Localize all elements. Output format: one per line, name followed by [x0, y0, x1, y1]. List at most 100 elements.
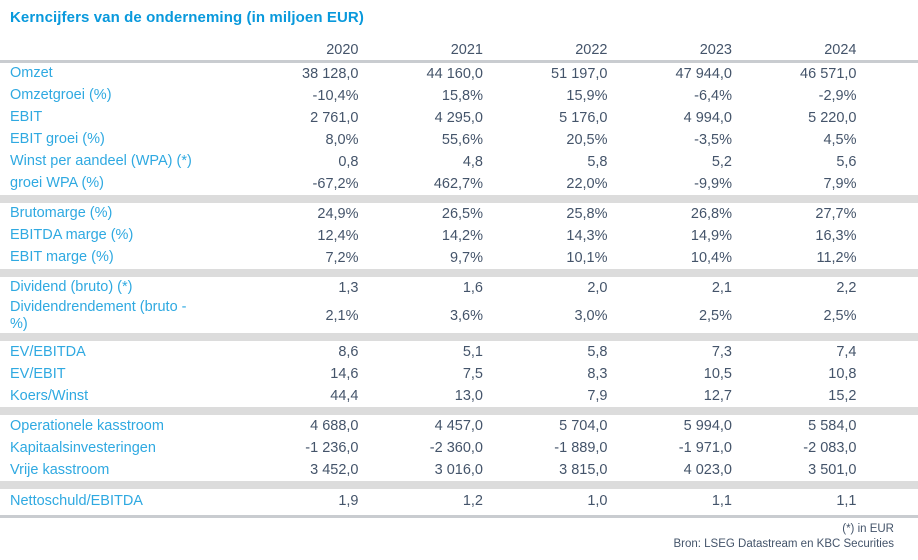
row-value: 55,6%	[441, 132, 483, 148]
year-header-row: 2020 2021 2022 2023 2024	[0, 38, 918, 58]
row-value: 8,3	[587, 366, 608, 383]
row-value: 7,3	[711, 344, 732, 361]
table-row: Winst per aandeel (WPA) (*) 0,8 4,8 5,8 5,2 5…	[0, 151, 918, 173]
row-value: 3 815,0	[559, 462, 608, 479]
row-label: Kapitaalsinvesteringen	[10, 439, 156, 456]
row-value: -6,4%	[694, 88, 732, 104]
row-value: 5,8	[587, 154, 608, 170]
section-separator	[0, 333, 918, 342]
footnote-unit: (*) in EUR	[842, 523, 894, 536]
row-value: -1 889,0	[554, 440, 608, 457]
row-value: 7,4	[836, 344, 857, 361]
table-row: Operationele kasstroom 4 688,0 4 457,0 5 70…	[0, 415, 918, 437]
row-value: -1 971,0	[678, 440, 732, 457]
row-value: 2,1%	[325, 308, 359, 325]
row-value: 3,0%	[574, 308, 608, 325]
row-label: EV/EBITDA	[10, 343, 86, 360]
row-label: EV/EBIT	[10, 365, 66, 382]
section-separator	[0, 481, 918, 490]
row-value: 7,9	[587, 388, 608, 405]
row-label: EBIT groei (%)	[10, 131, 105, 148]
table-row: Dividendrendement (bruto - %) 2,1% 3,6% 3,0…	[0, 299, 918, 333]
section-separator	[0, 195, 918, 203]
row-value: 1,1	[836, 493, 857, 510]
row-value: 5,1	[462, 344, 483, 361]
table-row: Kapitaalsinvesteringen -1 236,0 -2 360,0 -1…	[0, 437, 918, 459]
row-value: 7,2%	[325, 250, 359, 266]
row-value: 15,9%	[566, 88, 608, 104]
row-value: 14,9%	[690, 228, 732, 244]
row-value: 5 584,0	[808, 418, 857, 435]
row-value: 12,7	[703, 388, 732, 405]
row-value: 2 761,0	[310, 110, 359, 126]
row-value: 1,9	[338, 493, 359, 510]
header-rule	[0, 60, 918, 63]
table-row: Koers/Winst 44,4 13,0 7,9 12,7 15,2	[0, 385, 918, 407]
row-value: 14,3%	[566, 228, 608, 244]
row-value: 7,5	[462, 366, 483, 383]
table-row: Vrije kasstroom 3 452,0 3 016,0 3 815,0 4 02…	[0, 459, 918, 481]
row-label: Koers/Winst	[10, 387, 89, 404]
row-value: 12,4%	[317, 228, 359, 244]
year-header: 2022	[575, 42, 608, 58]
row-value: 2,5%	[698, 308, 732, 325]
row-value: 4 295,0	[434, 110, 483, 126]
row-value: 16,3%	[815, 228, 857, 244]
table-row: Brutomarge (%) 24,9% 26,5% 25,8% 26,8% 27,7%	[0, 203, 918, 225]
row-value: 8,0%	[325, 132, 359, 148]
row-value: 1,3	[338, 280, 359, 296]
section-separator	[0, 269, 918, 277]
row-value: -9,9%	[694, 176, 732, 192]
row-label: Winst per aandeel (WPA) (*)	[10, 153, 192, 170]
row-value: -1 236,0	[305, 440, 359, 457]
row-value: 15,2	[828, 388, 857, 405]
row-value: 3 016,0	[434, 462, 483, 479]
row-value: 0,8	[338, 154, 359, 170]
row-value: -2,9%	[818, 88, 857, 104]
row-value: 1,6	[462, 280, 483, 296]
row-value: 4 023,0	[683, 462, 732, 479]
row-label: Dividend (bruto) (*)	[10, 279, 133, 296]
row-value: 20,5%	[566, 132, 608, 148]
section-separator	[0, 407, 918, 416]
row-label: Vrije kasstroom	[10, 461, 110, 478]
row-value: 14,2%	[441, 228, 483, 244]
row-value: 25,8%	[566, 206, 608, 222]
row-value: 46 571,0	[800, 66, 857, 82]
row-value: 24,9%	[317, 206, 359, 222]
row-value: 13,0	[454, 388, 483, 405]
row-value: -67,2%	[312, 176, 359, 192]
table-bottom-rule	[0, 515, 918, 519]
row-value: 44 160,0	[426, 66, 483, 82]
row-value: 14,6	[330, 366, 359, 383]
row-value: 5 704,0	[559, 418, 608, 435]
table-body: Omzet 38 128,0 44 160,0 51 197,0 47 944,0 46 …	[0, 63, 918, 513]
row-value: 2,5%	[823, 308, 857, 325]
row-value: 47 944,0	[675, 66, 732, 82]
row-value: 3,6%	[449, 308, 483, 325]
row-value: 1,1	[711, 493, 732, 510]
row-value: 4,8	[462, 154, 483, 170]
row-value: 38 128,0	[302, 66, 359, 82]
row-value: 3 501,0	[808, 462, 857, 479]
table-row: EBIT 2 761,0 4 295,0 5 176,0 4 994,0 5 220,0	[0, 107, 918, 129]
row-value: 5,8	[587, 344, 608, 361]
table-row: EV/EBIT 14,6 7,5 8,3 10,5 10,8	[0, 363, 918, 385]
row-value: -2 083,0	[803, 440, 857, 457]
row-value: 5 994,0	[683, 418, 732, 435]
table-row: Omzetgroei (%) -10,4% 15,8% 15,9% -6,4% -2,9%	[0, 85, 918, 107]
row-value: 2,2	[836, 280, 857, 296]
row-label: EBIT	[10, 109, 43, 126]
row-value: 7,9%	[823, 176, 857, 192]
table-row: Dividend (bruto) (*) 1,3 1,6 2,0 2,1 2,2	[0, 277, 918, 299]
table-row: Omzet 38 128,0 44 160,0 51 197,0 47 944,0 46 …	[0, 63, 918, 85]
table-row: Nettoschuld/EBITDA 1,9 1,2 1,0 1,1 1,1	[0, 489, 918, 513]
row-value: 51 197,0	[551, 66, 608, 82]
row-value: 2,1	[711, 280, 732, 296]
row-value: 10,4%	[690, 250, 732, 266]
year-header: 2024	[824, 42, 857, 58]
table-row: EBIT groei (%) 8,0% 55,6% 20,5% -3,5% 4,5%	[0, 129, 918, 151]
row-label: Nettoschuld/EBITDA	[10, 492, 143, 509]
row-label: Operationele kasstroom	[10, 417, 164, 434]
